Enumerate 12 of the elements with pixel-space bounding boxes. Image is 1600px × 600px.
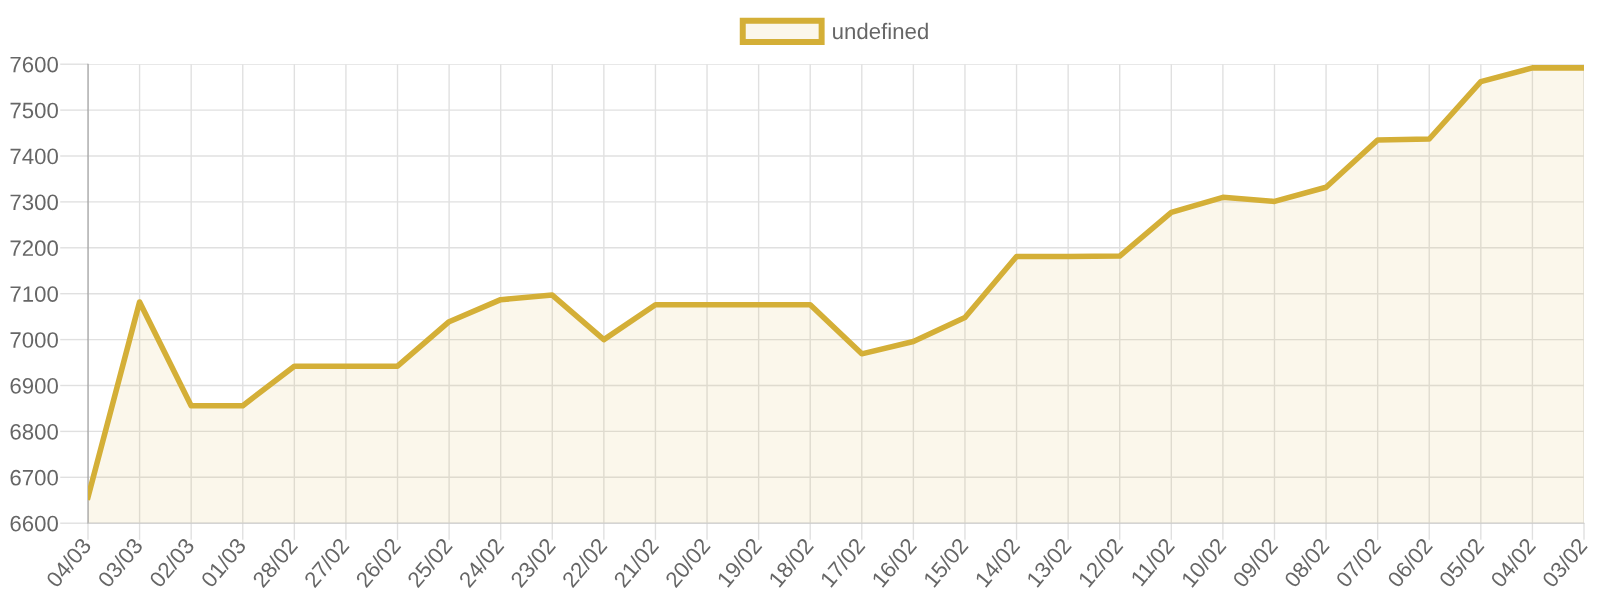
y-tick-label: 6900 [10, 378, 58, 394]
y-tick-label: 6800 [10, 423, 58, 440]
legend-label: undefined [833, 22, 928, 40]
y-tick-label: 7300 [10, 194, 58, 211]
y-tick-label: 7000 [10, 332, 58, 348]
y-tick-label: 6700 [10, 469, 58, 486]
y-tick-label: 6600 [10, 515, 58, 532]
y-tick-label: 7100 [10, 286, 58, 302]
y-tick-label: 7500 [10, 102, 58, 119]
y-tick-label: 7200 [10, 240, 58, 257]
y-tick-label: 7400 [10, 148, 58, 165]
y-tick-label: 7600 [10, 56, 58, 73]
